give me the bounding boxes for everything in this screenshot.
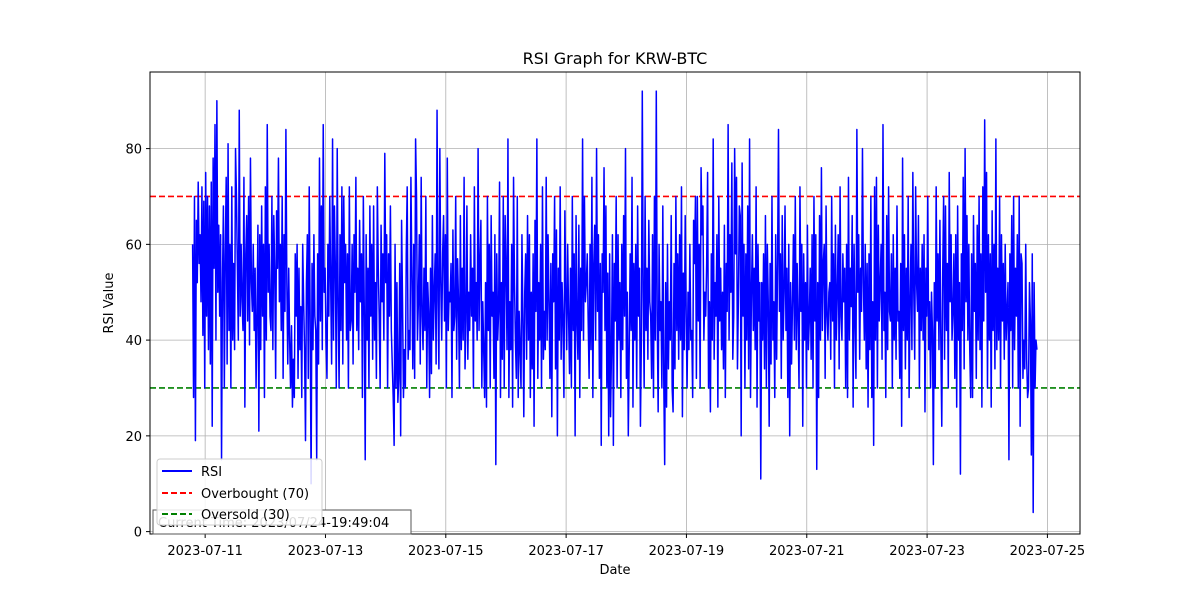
legend-label-oversold: Oversold (30) [201, 508, 290, 523]
y-tick-label: 0 [134, 526, 142, 541]
x-tick-label: 2023-07-11 [167, 544, 243, 559]
chart-title: RSI Graph for KRW-BTC [523, 49, 708, 68]
legend-box [156, 458, 323, 526]
y-tick-label: 60 [125, 238, 142, 253]
y-tick-label: 20 [125, 430, 142, 445]
x-tick-label: 2023-07-19 [649, 544, 725, 559]
x-tick-label: 2023-07-13 [288, 544, 364, 559]
x-axis-label: Date [599, 563, 630, 578]
x-tick-label: 2023-07-15 [408, 544, 484, 559]
y-axis-label: RSI Value [102, 273, 117, 334]
y-tick-label: 80 [125, 143, 142, 158]
x-tick-label: 2023-07-17 [528, 544, 604, 559]
x-tick-label: 2023-07-21 [769, 544, 845, 559]
series-layer [191, 90, 1038, 514]
legend-label-rsi: RSI [201, 465, 222, 480]
y-tick-label: 40 [125, 334, 142, 349]
legend: RSI Overbought (70) Oversold (30) [156, 458, 323, 526]
y-axis-ticks: 0 20 40 60 80 [125, 143, 150, 541]
x-tick-label: 2023-07-23 [889, 544, 965, 559]
rsi-series-line [191, 90, 1038, 514]
x-axis-ticks: 2023-07-11 2023-07-13 2023-07-15 2023-07-17… [167, 534, 1085, 559]
x-tick-label: 2023-07-25 [1010, 544, 1086, 559]
plot-area-frame [149, 71, 1081, 535]
legend-label-overbought: Overbought (70) [201, 487, 309, 502]
